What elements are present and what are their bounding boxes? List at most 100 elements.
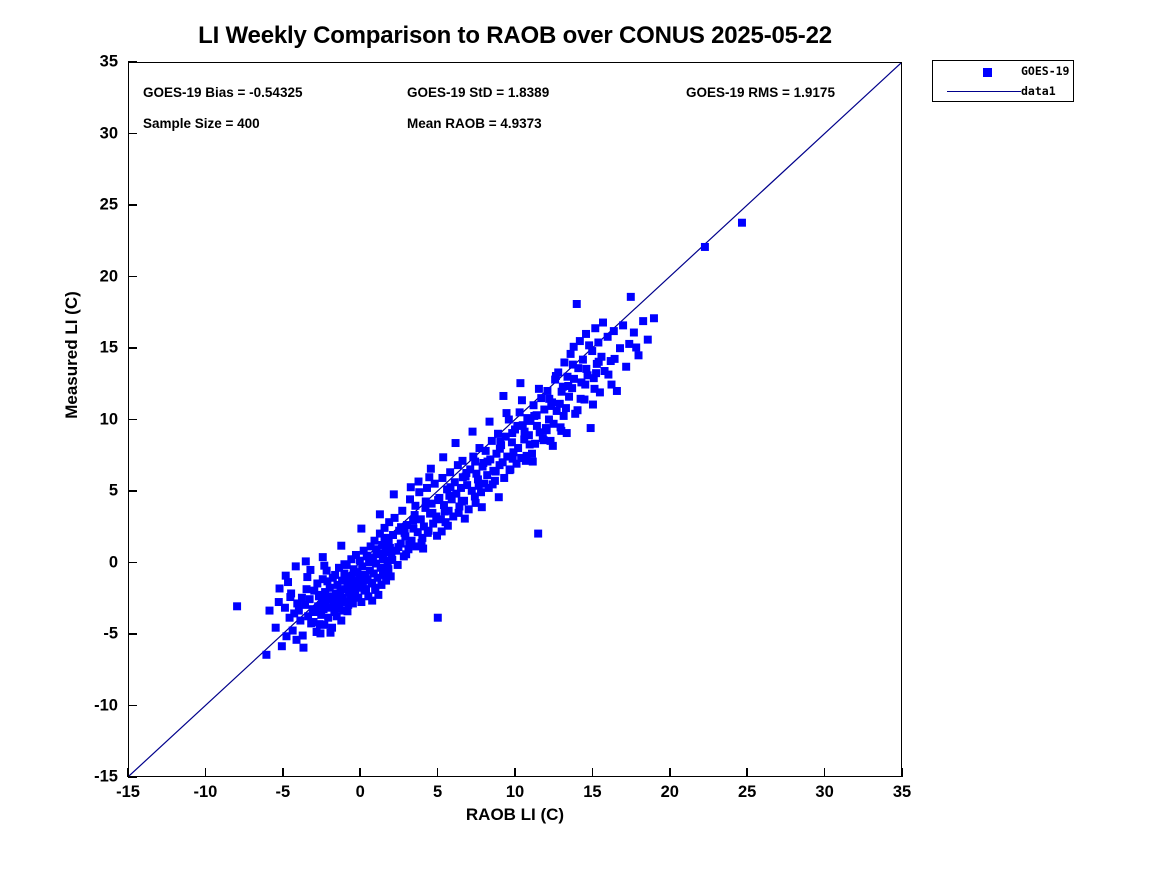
scatter-point bbox=[344, 600, 353, 609]
y-tick-mark bbox=[128, 204, 137, 206]
scatter-point bbox=[507, 438, 516, 447]
scatter-point bbox=[299, 643, 308, 652]
x-tick-label: -5 bbox=[275, 783, 291, 801]
scatter-point bbox=[324, 613, 333, 622]
scatter-point bbox=[487, 436, 496, 445]
scatter-point bbox=[517, 454, 526, 462]
scatter-point bbox=[607, 380, 616, 389]
scatter-point bbox=[509, 448, 518, 457]
scatter-point bbox=[364, 592, 373, 601]
y-tick-mark bbox=[128, 275, 137, 278]
y-tick-label: 35 bbox=[99, 52, 118, 71]
scatter-point bbox=[508, 429, 517, 438]
scatter-point bbox=[589, 374, 598, 383]
scatter-point bbox=[582, 364, 591, 373]
scatter-point bbox=[317, 610, 326, 619]
y-tick-label: -15 bbox=[94, 767, 118, 786]
x-tick-mark bbox=[901, 768, 903, 777]
scatter-point bbox=[415, 488, 424, 497]
scatter-point bbox=[588, 347, 597, 356]
scatter-point bbox=[472, 469, 481, 478]
scatter-point bbox=[394, 543, 403, 552]
scatter-point bbox=[443, 521, 452, 530]
scatter-point bbox=[517, 396, 526, 405]
scatter-point bbox=[433, 613, 442, 622]
scatter-point bbox=[520, 427, 529, 436]
scatter-point bbox=[588, 400, 597, 409]
scatter-point bbox=[569, 342, 578, 351]
scatter-point bbox=[385, 518, 394, 527]
scatter-point bbox=[544, 415, 553, 424]
scatter-point bbox=[351, 550, 360, 559]
scatter-point bbox=[591, 324, 600, 333]
scatter-point bbox=[428, 508, 437, 517]
scatter-point bbox=[468, 427, 477, 436]
scatter-point bbox=[305, 595, 314, 604]
scatter-point bbox=[332, 604, 341, 613]
page-title: LI Weekly Comparison to RAOB over CONUS … bbox=[198, 22, 832, 49]
x-tick-label: 20 bbox=[660, 783, 679, 801]
y-tick-label: -5 bbox=[103, 624, 118, 643]
scatter-point bbox=[521, 456, 530, 465]
x-axis-label: RAOB LI (C) bbox=[465, 805, 565, 824]
x-tick-label: -15 bbox=[116, 783, 140, 801]
scatter-point bbox=[314, 602, 323, 611]
scatter-point bbox=[540, 405, 549, 414]
annotation-mean-raob: Mean RAOB = 4.9373 bbox=[407, 116, 542, 131]
x-tick-mark bbox=[514, 768, 516, 777]
legend-line-sample bbox=[941, 81, 1021, 102]
y-tick-mark bbox=[128, 347, 137, 349]
scatter-point bbox=[491, 467, 500, 476]
scatter-point bbox=[455, 502, 464, 511]
scatter-point bbox=[294, 606, 303, 615]
scatter-point bbox=[423, 483, 431, 492]
scatter-point bbox=[333, 580, 342, 589]
scatter-point bbox=[480, 479, 489, 488]
scatter-point bbox=[439, 501, 448, 510]
scatter-point bbox=[331, 589, 340, 598]
scatter-point bbox=[590, 384, 599, 393]
scatter-point bbox=[402, 550, 411, 559]
scatter-point bbox=[275, 584, 284, 593]
legend-label: data1 bbox=[1021, 84, 1056, 98]
scatter-point bbox=[310, 586, 319, 595]
scatter-point bbox=[380, 536, 389, 544]
scatter-point bbox=[277, 642, 286, 651]
scatter-point bbox=[281, 571, 290, 580]
scatter-point bbox=[599, 318, 607, 327]
scatter-point bbox=[494, 429, 503, 438]
scatter-point bbox=[326, 628, 335, 637]
scatter-point bbox=[632, 343, 641, 352]
scatter-point bbox=[604, 370, 613, 379]
scatter-point bbox=[320, 561, 329, 570]
scatter-point bbox=[512, 459, 521, 468]
scatter-point bbox=[616, 344, 624, 353]
legend-item-goes-19[interactable]: GOES-19 bbox=[933, 61, 1073, 82]
scatter-point bbox=[274, 598, 283, 607]
scatter-point bbox=[603, 332, 612, 341]
scatter-point bbox=[446, 468, 455, 477]
scatter-point bbox=[565, 392, 574, 401]
scatter-point bbox=[329, 599, 338, 608]
scatter-point bbox=[576, 394, 585, 403]
scatter-point bbox=[349, 591, 358, 600]
scatter-point bbox=[535, 428, 544, 437]
scatter-point bbox=[514, 444, 523, 453]
scatter-point bbox=[372, 545, 381, 554]
scatter-point bbox=[393, 560, 402, 569]
legend-item-data1[interactable]: data1 bbox=[933, 81, 1073, 102]
scatter-point bbox=[597, 352, 606, 361]
scatter-point bbox=[322, 566, 331, 575]
scatter-point bbox=[361, 570, 370, 579]
scatter-point bbox=[534, 384, 543, 393]
scatter-point bbox=[464, 505, 473, 514]
scatter-point bbox=[549, 419, 558, 428]
scatter-point bbox=[529, 401, 538, 410]
scatter-point bbox=[348, 599, 357, 608]
scatter-point bbox=[359, 546, 368, 555]
scatter-point bbox=[371, 585, 380, 594]
scatter-point bbox=[568, 360, 577, 369]
y-tick-mark bbox=[128, 633, 137, 635]
scatter-point bbox=[347, 573, 356, 582]
scatter-point bbox=[316, 590, 325, 599]
